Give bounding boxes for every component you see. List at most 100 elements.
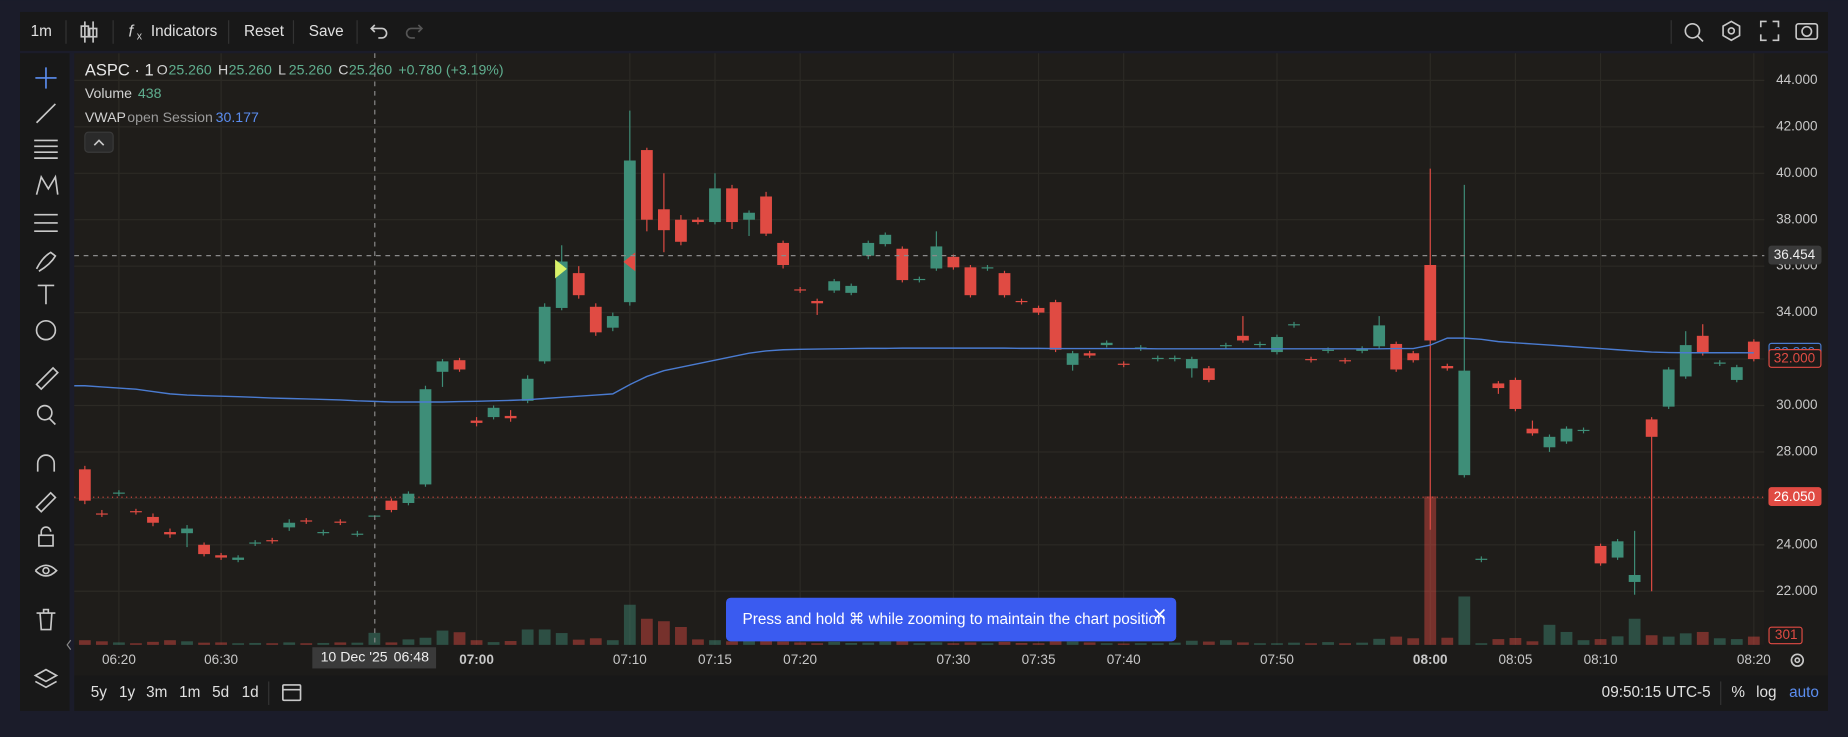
candle-body [709, 188, 721, 223]
icon-tool[interactable] [35, 319, 57, 341]
volume-bar [78, 640, 91, 645]
volume-bar [1441, 637, 1454, 645]
volume-bar [232, 643, 245, 645]
candle-body [266, 540, 279, 542]
volume-bar [198, 642, 210, 645]
snapshot-button[interactable] [1795, 22, 1819, 40]
candle-body [1475, 558, 1488, 560]
bottom-toolbar [74, 675, 1828, 711]
toast-text: Press and hold ⌘ while zooming to mainta… [743, 611, 1166, 628]
text-tool[interactable] [37, 284, 55, 305]
volume-bar [1168, 642, 1181, 645]
candle-body [913, 278, 926, 281]
volume-bar [1117, 643, 1130, 645]
collapse-toolbar[interactable] [66, 639, 72, 650]
candle-body [657, 209, 670, 231]
range-button[interactable]: 1d [242, 684, 259, 701]
volume-bar [709, 640, 721, 645]
candle-body [164, 532, 176, 535]
volume-bar [1526, 641, 1539, 645]
redo-button[interactable] [405, 24, 424, 39]
undo-button[interactable] [370, 24, 388, 39]
lock-drawings-pen[interactable] [35, 491, 57, 513]
candle-body [1305, 359, 1317, 361]
axis-settings-button[interactable] [1790, 653, 1805, 667]
volume-bar [1492, 639, 1505, 645]
volume-bar [1151, 643, 1164, 645]
plot-area[interactable] [74, 53, 1765, 645]
trend-line-tool[interactable] [35, 103, 56, 124]
candle-body [470, 420, 483, 423]
indicators-button[interactable]: Indicators [151, 23, 218, 40]
lock-tool[interactable] [38, 526, 54, 547]
candle-body [1390, 343, 1403, 370]
range-button[interactable]: 5d [212, 684, 229, 701]
candle-body [317, 532, 330, 534]
candle-body [1628, 574, 1641, 582]
magnet-tool[interactable] [36, 454, 56, 472]
chart-style-button[interactable] [80, 21, 98, 43]
candle-body [1645, 419, 1658, 437]
candle-body [95, 513, 108, 515]
volume-bar [811, 643, 824, 645]
crosshair-tool[interactable] [35, 67, 57, 89]
volume-legend: Volume [85, 85, 132, 101]
legend-value: 25.260 [169, 62, 212, 78]
delete-tool[interactable] [36, 608, 56, 631]
toast-close[interactable] [1154, 608, 1166, 620]
collapse-legend-button[interactable] [84, 131, 114, 153]
reset-button[interactable]: Reset [244, 23, 285, 40]
volume-bar [1049, 639, 1062, 645]
candle-body [1594, 545, 1607, 564]
auto-toggle[interactable]: auto [1789, 684, 1819, 701]
volume-bar [1713, 638, 1726, 645]
pattern-tool[interactable] [35, 174, 59, 195]
volume-bar [402, 639, 415, 645]
y-tick-label: 40.000 [1776, 165, 1817, 180]
save-button[interactable]: Save [309, 23, 344, 40]
range-button[interactable]: 1y [119, 684, 136, 701]
range-button[interactable]: 1m [179, 684, 200, 701]
y-tick-label: 38.000 [1776, 211, 1817, 226]
volume-bar [794, 642, 807, 645]
candle-body [828, 281, 841, 291]
volume-bar [1015, 642, 1028, 645]
volume-bar [726, 641, 738, 645]
vwap-legend: VWAP [85, 109, 126, 125]
toast [726, 597, 1177, 642]
measure-tool[interactable] [35, 366, 59, 391]
visibility-tool[interactable] [34, 564, 58, 577]
forecast-tool[interactable] [34, 213, 58, 233]
brush-tool[interactable] [35, 251, 57, 272]
fullscreen-button[interactable] [1759, 20, 1780, 42]
last-price-label-box [1768, 349, 1822, 368]
fx-icon-sub: x [137, 31, 143, 43]
log-toggle[interactable]: log [1756, 684, 1776, 701]
range-button[interactable]: 5y [91, 684, 108, 701]
percent-toggle[interactable]: % [1731, 684, 1745, 701]
candle-body [453, 360, 466, 370]
volume-bar [1066, 641, 1079, 645]
volume-bar [657, 621, 670, 645]
volume-bar [1032, 643, 1045, 645]
volume-bar [1237, 642, 1249, 645]
fib-tool[interactable] [34, 139, 58, 159]
x-tick-label: 07:35 [1022, 652, 1056, 667]
candle-body [845, 285, 858, 293]
volume-bar [828, 641, 841, 645]
candle-body [1032, 307, 1045, 313]
chevron [93, 139, 105, 146]
zoom-tool[interactable] [36, 404, 56, 426]
range-button[interactable]: 3m [146, 684, 167, 701]
top-toolbar [20, 11, 1828, 51]
volume-label: 301 [1775, 627, 1798, 642]
candle-body [1254, 343, 1266, 346]
interval-button[interactable]: 1m [31, 23, 52, 40]
x-tick-label: 06:20 [102, 652, 136, 667]
symbol-title: ASPC · 1 [85, 61, 154, 79]
settings-button[interactable] [1722, 20, 1741, 42]
alert-button[interactable] [1684, 22, 1704, 43]
object-tree[interactable] [33, 668, 59, 689]
date-range-button[interactable] [282, 684, 302, 702]
